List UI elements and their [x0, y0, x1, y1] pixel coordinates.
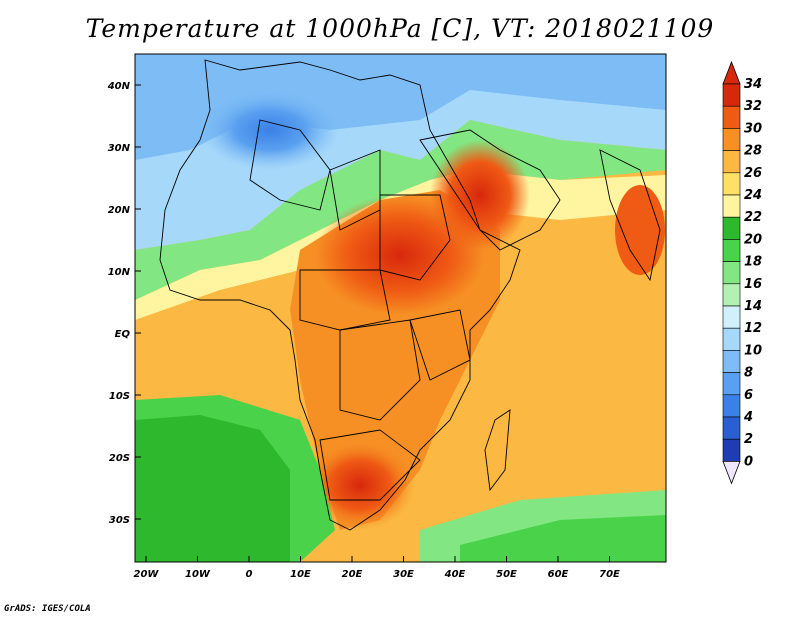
lat-tick-label: 20N — [108, 205, 131, 216]
colorbar-tick-label: 30 — [744, 121, 762, 136]
colorbar-band — [722, 350, 741, 373]
map-field — [135, 54, 666, 562]
lon-tick-label: 50E — [496, 569, 517, 580]
colorbar-tick-label: 24 — [744, 188, 762, 203]
colorbar-band — [722, 128, 741, 151]
colorbar-tick-label: 10 — [744, 343, 762, 358]
lon-axis: 20W 10W 0 10E 20E 30E 40E 50E 60E 70E — [134, 556, 620, 580]
colorbar-tick-label: 22 — [744, 210, 762, 225]
colorbar-tick-label: 20 — [744, 232, 762, 247]
colorbar-band — [722, 216, 741, 240]
lon-tick-label: 30E — [393, 569, 414, 580]
lat-tick-label: 10N — [108, 267, 131, 278]
colorbar-band — [722, 438, 741, 462]
lon-tick-label: 10E — [290, 569, 311, 580]
colorbar-tick-label: 12 — [744, 321, 762, 336]
lon-tick-label: 40E — [444, 569, 466, 580]
colorbar-band — [722, 261, 741, 285]
chart-title: Temperature at 1000hPa [C], VT: 20180211… — [85, 14, 715, 43]
colorbar-tick-label: 6 — [744, 388, 753, 403]
colorbar-band — [722, 150, 741, 174]
lon-tick-label: 10W — [185, 569, 211, 580]
grads-credit: GrADS: IGES/COLA — [4, 604, 91, 614]
colorbar-tick-label: 16 — [744, 277, 762, 292]
colorbar-tick-label: 8 — [744, 366, 753, 381]
lat-tick-label: 40N — [107, 81, 131, 92]
colorbar-tick-label: 2 — [744, 432, 753, 447]
lon-tick-label: 0 — [246, 569, 253, 580]
colorbar-bottom-arrow — [722, 460, 741, 485]
colorbar-band — [722, 283, 741, 307]
colorbar-band — [722, 305, 741, 329]
colorbar-band — [722, 172, 741, 196]
lat-tick-label: EQ — [115, 329, 131, 340]
colorbar-tick-label: 32 — [744, 99, 762, 114]
colorbar-tick-label: 0 — [744, 454, 753, 469]
colorbar-tick-label: 14 — [744, 299, 762, 314]
lat-tick-label: 30S — [109, 515, 130, 526]
lat-tick-label: 30N — [108, 143, 131, 154]
colorbar-band — [722, 327, 741, 351]
colorbar-top-arrow — [722, 60, 741, 85]
country-borders — [159, 59, 661, 531]
colorbar-band — [722, 239, 741, 262]
colorbar-band — [722, 194, 741, 218]
lat-tick-label: 10S — [109, 391, 130, 402]
map-frame — [134, 53, 667, 563]
lon-tick-label: 20W — [134, 569, 160, 580]
colorbar-band — [722, 372, 741, 396]
colorbar-tick-label: 34 — [744, 77, 762, 92]
lat-axis: 40N 30N 20N 10N EQ 10S 20S 30S — [107, 81, 141, 526]
lon-tick-label: 20E — [342, 569, 363, 580]
colorbar-band — [722, 83, 741, 107]
colorbar-band — [722, 394, 741, 418]
lat-tick-label: 20S — [109, 453, 130, 464]
colorbar-band — [722, 105, 741, 129]
lon-tick-label: 70E — [599, 569, 620, 580]
colorbar-tick-label: 18 — [744, 255, 762, 270]
colorbar-tick-label: 4 — [743, 410, 753, 425]
colorbar-tick-label: 28 — [744, 144, 762, 159]
lon-tick-label: 60E — [548, 569, 569, 580]
colorbar-tick-label: 26 — [744, 166, 762, 181]
colorbar-band — [722, 416, 741, 440]
